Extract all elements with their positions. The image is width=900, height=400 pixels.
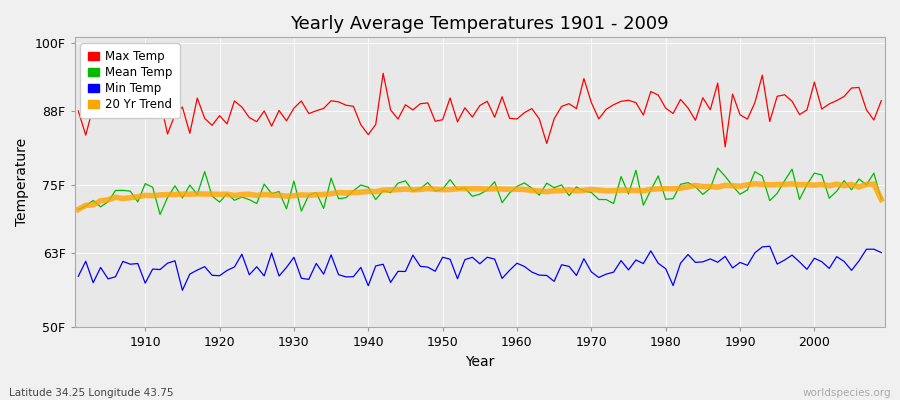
X-axis label: Year: Year: [465, 355, 494, 369]
Title: Yearly Average Temperatures 1901 - 2009: Yearly Average Temperatures 1901 - 2009: [291, 15, 669, 33]
Text: Latitude 34.25 Longitude 43.75: Latitude 34.25 Longitude 43.75: [9, 388, 174, 398]
Text: worldspecies.org: worldspecies.org: [803, 388, 891, 398]
Legend: Max Temp, Mean Temp, Min Temp, 20 Yr Trend: Max Temp, Mean Temp, Min Temp, 20 Yr Tre…: [80, 43, 180, 118]
Y-axis label: Temperature: Temperature: [15, 138, 29, 226]
